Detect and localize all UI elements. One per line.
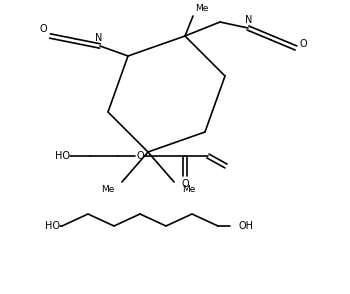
Text: O: O <box>136 151 144 161</box>
Text: OH: OH <box>238 221 253 231</box>
Text: O: O <box>39 24 47 34</box>
Text: HO: HO <box>55 151 70 161</box>
Text: O: O <box>299 39 307 49</box>
Text: Me: Me <box>182 185 195 193</box>
Text: N: N <box>245 15 253 25</box>
Text: N: N <box>95 33 103 43</box>
Text: Me: Me <box>101 185 114 193</box>
Text: HO: HO <box>44 221 60 231</box>
Text: Me: Me <box>195 4 208 13</box>
Text: O: O <box>181 179 189 189</box>
